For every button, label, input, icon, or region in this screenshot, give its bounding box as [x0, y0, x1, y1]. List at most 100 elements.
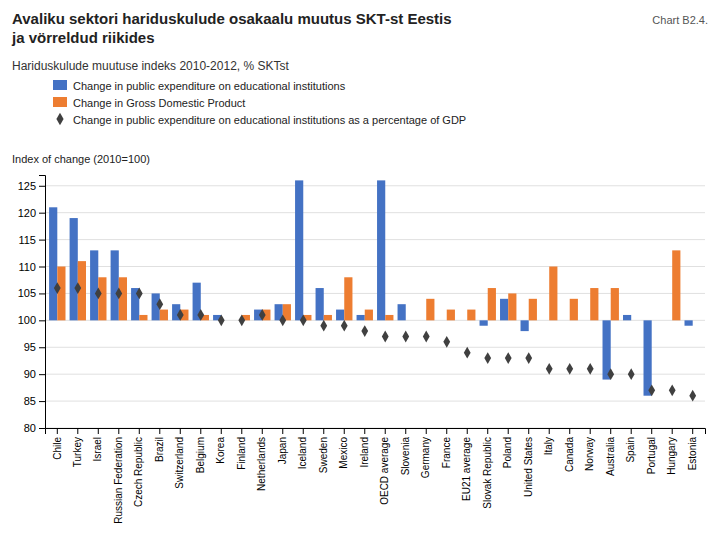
tick-label: 80: [24, 422, 36, 434]
point: [423, 331, 430, 343]
tick-mark: [39, 213, 45, 214]
tick-label: 125: [18, 180, 36, 192]
tick-label: Chile: [51, 437, 62, 460]
point: [54, 282, 61, 294]
legend-item: Change in public expenditure on educatio…: [56, 113, 466, 126]
tick-mark: [57, 428, 58, 434]
series: [49, 180, 693, 395]
point: [136, 288, 143, 300]
bar: [365, 310, 373, 321]
tick-mark: [323, 428, 324, 434]
tick: Switzerland: [174, 428, 185, 489]
legend-label: Change in Gross Domestic Product: [73, 97, 245, 109]
tick-mark: [344, 428, 345, 434]
tick: Norway: [584, 428, 595, 471]
chart: Avaliku sektori hariduskulude osakaalu m…: [0, 0, 720, 540]
grid-line: [45, 185, 705, 186]
bar: [541, 320, 549, 321]
tick-mark: [77, 428, 78, 434]
bar: [611, 288, 619, 320]
grid-line: [45, 212, 705, 213]
grid-line: [45, 239, 705, 240]
tick-label: Netherlands: [256, 437, 267, 491]
bar: [377, 180, 385, 320]
point: [218, 314, 225, 326]
tick: Portugal: [646, 428, 657, 474]
tick: Slovenia: [400, 428, 411, 475]
point: [689, 390, 696, 402]
point: [177, 309, 184, 321]
bar: [418, 320, 426, 321]
tick-mark: [631, 428, 632, 434]
bar: [139, 315, 147, 320]
tick: EU21 average: [461, 428, 472, 501]
legend-swatch: [53, 97, 67, 107]
tick-label: Germany: [420, 437, 431, 478]
tick-label: Finland: [236, 437, 247, 470]
tick: Netherlands: [256, 428, 267, 491]
tick-mark: [364, 428, 365, 434]
tick: 95: [24, 341, 45, 353]
bar: [295, 180, 303, 320]
tick-label: 115: [18, 234, 36, 246]
point: [505, 352, 512, 364]
tick: Italy: [543, 428, 554, 455]
tick-mark: [221, 428, 222, 434]
bar: [508, 293, 516, 320]
bar: [529, 299, 537, 321]
tick-mark: [426, 428, 427, 434]
tick-label: 85: [24, 395, 36, 407]
tick-mark: [39, 401, 45, 402]
bar: [570, 299, 578, 321]
bar: [500, 299, 508, 321]
bar: [488, 288, 496, 320]
tick-label: United States: [523, 437, 534, 497]
tick-mark: [446, 428, 447, 434]
marks: [49, 180, 696, 401]
tick-mark: [39, 240, 45, 241]
legend-label: Change in public expenditure on educatio…: [73, 80, 346, 92]
tick-label: Australia: [605, 437, 616, 476]
bar: [672, 250, 680, 320]
tick: Iceland: [297, 428, 308, 469]
point: [238, 314, 245, 326]
tick: Sweden: [318, 428, 329, 473]
bar: [324, 315, 332, 320]
tick: Estonia: [687, 428, 698, 470]
bar: [582, 320, 590, 321]
point: [648, 384, 655, 396]
point: [628, 368, 635, 380]
title: Avaliku sektori hariduskulude osakaalu m…: [12, 10, 452, 27]
tick-label: 90: [24, 368, 36, 380]
tick-mark: [508, 428, 509, 434]
tick-label: Belgium: [195, 437, 206, 473]
bar: [467, 310, 475, 321]
tick-mark: [549, 428, 550, 434]
tick: 110: [18, 261, 45, 273]
tick: Belgium: [195, 428, 206, 473]
bar: [336, 310, 344, 321]
point: [484, 352, 491, 364]
tick-mark: [39, 320, 45, 321]
tick-mark: [118, 428, 119, 434]
series: [54, 282, 696, 401]
tick-label: Slovenia: [400, 437, 411, 476]
bar: [357, 315, 365, 320]
grid: [45, 186, 705, 428]
bar: [57, 267, 65, 321]
tick-label: Mexico: [338, 437, 349, 469]
tick-mark: [303, 428, 304, 434]
legend: Change in public expenditure on educatio…: [53, 80, 466, 126]
grid-line: [45, 266, 705, 267]
tick: Canada: [564, 428, 575, 472]
point: [156, 298, 163, 310]
tick-mark: [610, 428, 611, 434]
point: [300, 314, 307, 326]
y-axis-label: Index of change (2010=100): [12, 153, 150, 165]
tick-label: Norway: [584, 437, 595, 471]
tick-label: 100: [18, 314, 36, 326]
tick: Japan: [277, 428, 288, 464]
bar: [70, 218, 78, 320]
x-axis: ChileTurkeyIsraelRussian FederationCzech…: [46, 428, 706, 524]
tick: Hungary: [666, 428, 677, 475]
